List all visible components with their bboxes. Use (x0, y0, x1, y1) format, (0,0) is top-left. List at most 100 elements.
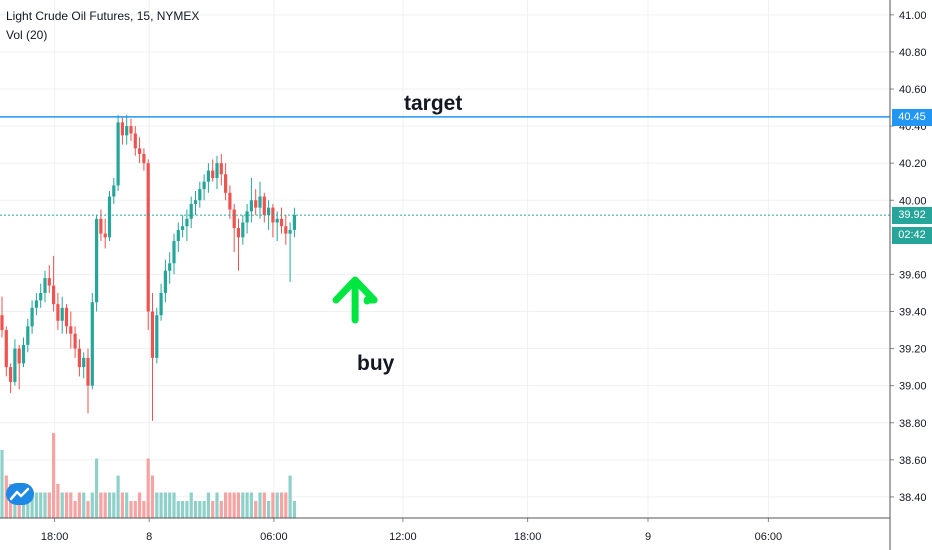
volume-bar (129, 501, 133, 518)
volume-bar (82, 492, 86, 518)
y-tick-label: 40.80 (899, 47, 927, 59)
volume-bar (95, 458, 99, 518)
candle-body (30, 307, 34, 327)
candle-body (181, 226, 185, 230)
candle-body (34, 300, 38, 308)
y-tick-label: 38.40 (899, 492, 927, 504)
volume-bar (0, 450, 4, 518)
candlestick-series (0, 114, 296, 421)
volume-bar (99, 492, 103, 518)
volume-legend: Vol (20) (6, 28, 48, 42)
volume-bar (146, 458, 150, 518)
volume-bar (133, 501, 137, 518)
candle-body (125, 126, 129, 136)
volume-bar (90, 492, 94, 518)
candle-body (21, 344, 26, 364)
volume-bar (224, 492, 228, 518)
candle-body (215, 163, 219, 178)
candle-body (69, 326, 73, 334)
y-tick-label: 38.80 (899, 418, 927, 430)
candle-body (120, 122, 124, 136)
candle-body (219, 163, 223, 175)
volume-bar (159, 492, 163, 518)
volume-bar (112, 492, 116, 518)
volume-bar (185, 501, 189, 518)
volume-bar (86, 501, 90, 518)
candle-body (4, 330, 8, 368)
volume-bar (284, 492, 288, 518)
candle-body (17, 348, 21, 364)
volume-bar (69, 492, 73, 518)
volume-bar (262, 492, 266, 518)
candle-body (129, 126, 133, 134)
y-tick-label: 39.00 (899, 381, 927, 393)
candle-body (146, 163, 150, 312)
candle-body (284, 226, 288, 234)
volume-bar (52, 433, 56, 518)
volume-bar (172, 492, 176, 518)
volume-bars (0, 433, 296, 518)
candle-body (77, 348, 81, 368)
y-tick-label: 40.60 (899, 84, 927, 96)
candle-body (26, 326, 30, 345)
candle-body (159, 292, 163, 316)
x-tick-label: 06:00 (755, 531, 783, 543)
tradingview-logo-icon[interactable] (6, 483, 34, 505)
candle-body (9, 367, 13, 382)
candle-body (258, 196, 262, 208)
y-tick-label: 40.00 (899, 195, 927, 207)
candle-body (245, 211, 249, 223)
volume-bar (211, 501, 215, 518)
candle-body (168, 263, 172, 271)
candle-body (193, 200, 198, 204)
y-tick-label: 39.20 (899, 344, 927, 356)
candle-body (163, 270, 167, 293)
volume-bar (181, 501, 185, 518)
candle-body (236, 228, 241, 238)
candle-body (103, 233, 107, 238)
candle-body (176, 229, 180, 242)
candle-body (73, 333, 77, 349)
candle-body (56, 304, 60, 321)
symbol-legend: Light Crude Oil Futures, 15, NYMEX (6, 9, 200, 23)
volume-bar (258, 492, 262, 518)
candle-body (279, 218, 284, 227)
candle-body (275, 218, 279, 223)
target-annotation: target (404, 92, 463, 115)
volume-bar (189, 492, 193, 518)
candle-body (241, 222, 245, 238)
y-tick-label: 39.40 (899, 307, 927, 319)
candle-body (52, 285, 56, 305)
candle-body (198, 189, 202, 201)
volume-bar (279, 492, 284, 518)
candle-body (267, 207, 271, 216)
candle-body (292, 215, 296, 230)
volume-bar (77, 492, 81, 518)
volume-bar (163, 492, 167, 518)
volume-bar (193, 501, 198, 518)
target-price-tag: 40.45 (892, 108, 932, 126)
x-tick-label: 9 (645, 531, 651, 543)
volume-bar (271, 492, 275, 518)
candle-body (90, 302, 94, 386)
candle-body (189, 203, 193, 219)
candle-body (202, 181, 206, 190)
candle-body (211, 170, 215, 178)
volume-bar (34, 492, 38, 518)
volume-bar (39, 492, 43, 518)
volume-bar (56, 484, 60, 518)
candle-body (112, 185, 116, 197)
x-tick-label: 18:00 (514, 531, 542, 543)
bar-countdown-tag: 02:42 (892, 227, 932, 245)
x-tick-label: 12:00 (389, 531, 417, 543)
candle-body (142, 153, 146, 164)
candle-body (288, 229, 292, 234)
x-tick-label: 06:00 (260, 531, 288, 543)
x-tick-label: 18:00 (41, 531, 69, 543)
volume-bar (228, 492, 232, 518)
volume-bar (232, 492, 236, 518)
candle-body (82, 357, 86, 368)
volume-bar (150, 475, 155, 518)
candle-body (172, 241, 176, 264)
